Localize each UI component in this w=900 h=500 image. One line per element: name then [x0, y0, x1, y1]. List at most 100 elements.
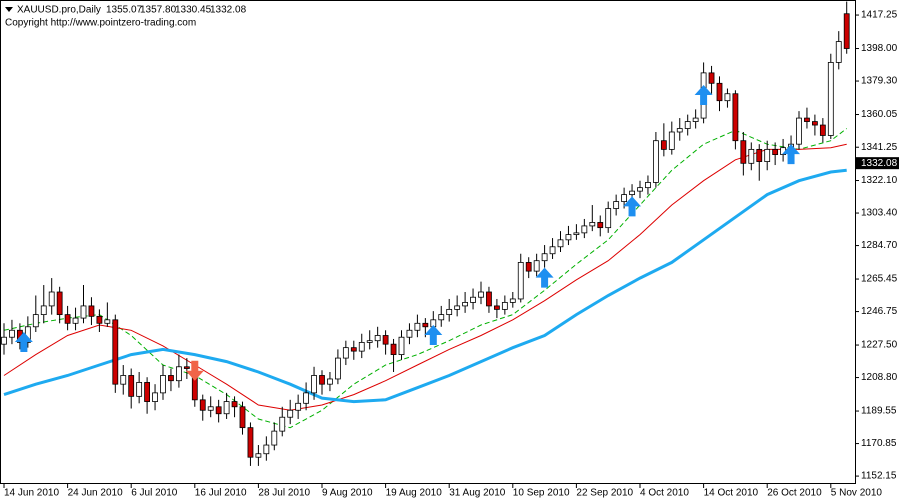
menu-arrow[interactable]	[5, 7, 13, 12]
candle-body	[9, 329, 15, 338]
candle-body	[279, 416, 286, 432]
plot-frame	[0, 0, 856, 484]
x-tick-label: 22 Sep 2010	[576, 488, 633, 499]
x-tick-label: 9 Aug 2010	[322, 488, 373, 499]
candle-body	[175, 366, 182, 382]
candle-body	[311, 375, 317, 394]
x-tick-label: 19 Aug 2010	[386, 488, 443, 499]
ohlc-open: 1355.07	[106, 5, 143, 16]
ohlc-close: 1332.08	[210, 5, 247, 16]
candle-body	[819, 124, 826, 136]
candle-body	[40, 305, 47, 316]
candle-body	[493, 305, 500, 310]
candle-body	[1, 336, 7, 345]
candle-body	[812, 121, 818, 126]
candle-body	[414, 322, 421, 331]
x-tick-label: 5 Nov 2010	[831, 488, 883, 499]
candle-body	[756, 148, 763, 162]
candle-body	[104, 319, 111, 324]
moving-average	[3, 128, 848, 429]
candle-body	[334, 357, 341, 380]
candle-body	[207, 406, 214, 411]
x-tick-label: 10 Sep 2010	[513, 488, 570, 499]
candle-body	[525, 262, 532, 272]
candle-body	[319, 375, 325, 385]
candle-body	[589, 222, 596, 227]
y-tick-label: 1208.80	[861, 372, 898, 383]
candle-body	[454, 305, 461, 310]
candle-body	[136, 382, 143, 397]
candle-body	[120, 375, 127, 385]
candle-body	[128, 375, 135, 397]
candle-body	[390, 343, 397, 356]
candle-body	[366, 340, 373, 343]
candle-body	[517, 262, 524, 300]
y-tick-label: 1417.25	[861, 10, 898, 21]
candle-body	[358, 342, 365, 352]
candle-body	[549, 246, 556, 255]
candle-body	[843, 13, 850, 49]
ohlc-low: 1330.45	[175, 5, 212, 16]
signal-arrow	[535, 267, 554, 288]
candle-body	[462, 302, 469, 307]
signal-arrow	[14, 332, 33, 352]
moving-average	[3, 143, 847, 411]
x-tick-label: 31 Aug 2010	[449, 488, 506, 499]
candle-body	[684, 121, 691, 129]
y-tick-label: 1341.25	[861, 142, 898, 153]
candle-body	[160, 375, 166, 394]
candle-body	[48, 291, 55, 307]
candle-body	[398, 336, 405, 356]
candle-body	[247, 427, 254, 458]
signal-arrow	[623, 196, 642, 217]
ohlc-high: 1357.80	[140, 5, 177, 16]
candle-body	[422, 322, 429, 328]
candle-body	[88, 305, 95, 317]
candle-body	[565, 234, 572, 241]
candle-body	[374, 335, 381, 342]
candle-body	[231, 401, 238, 408]
candle-body	[470, 296, 476, 303]
signal-arrow	[694, 85, 713, 106]
candle-body	[168, 375, 174, 382]
candle-body	[772, 148, 779, 156]
candle-body	[835, 41, 842, 63]
signal-arrow	[424, 325, 443, 346]
candle-body	[764, 148, 771, 162]
y-tick-label: 1189.55	[861, 406, 897, 417]
candle-body	[96, 315, 103, 324]
candle-body	[144, 382, 151, 402]
candle-body	[827, 62, 834, 136]
x-tick-label: 6 Jul 2010	[131, 488, 178, 499]
candle-body	[692, 117, 699, 122]
candle-body	[223, 401, 230, 415]
candle-body	[32, 314, 39, 328]
moving-average	[3, 168, 847, 404]
candle-body	[676, 128, 683, 133]
x-tick-label: 14 Oct 2010	[704, 488, 759, 499]
y-tick-label: 1265.45	[861, 274, 898, 285]
candle-body	[501, 302, 508, 310]
candle-body	[486, 291, 492, 307]
candle-body	[740, 140, 747, 164]
candle-body	[342, 347, 349, 359]
signal-arrow	[782, 144, 801, 165]
candle-body	[533, 260, 540, 272]
candle-body	[573, 232, 580, 236]
symbol: XAUUSD.pro,Daily	[17, 5, 101, 16]
candle-body	[716, 82, 723, 102]
candle-body	[287, 409, 294, 418]
candle-body	[199, 399, 206, 411]
candle-body	[748, 148, 755, 164]
x-tick-label: 24 Jun 2010	[68, 488, 123, 499]
y-tick-label: 1284.70	[861, 240, 898, 251]
candle-body	[271, 430, 278, 446]
candle-body	[724, 93, 731, 102]
candle-body	[557, 239, 564, 248]
candle-body	[303, 392, 310, 404]
candle-body	[629, 190, 635, 196]
candle-body	[796, 117, 802, 145]
candle-body	[653, 140, 659, 183]
y-tick-label: 1398.00	[861, 43, 898, 54]
